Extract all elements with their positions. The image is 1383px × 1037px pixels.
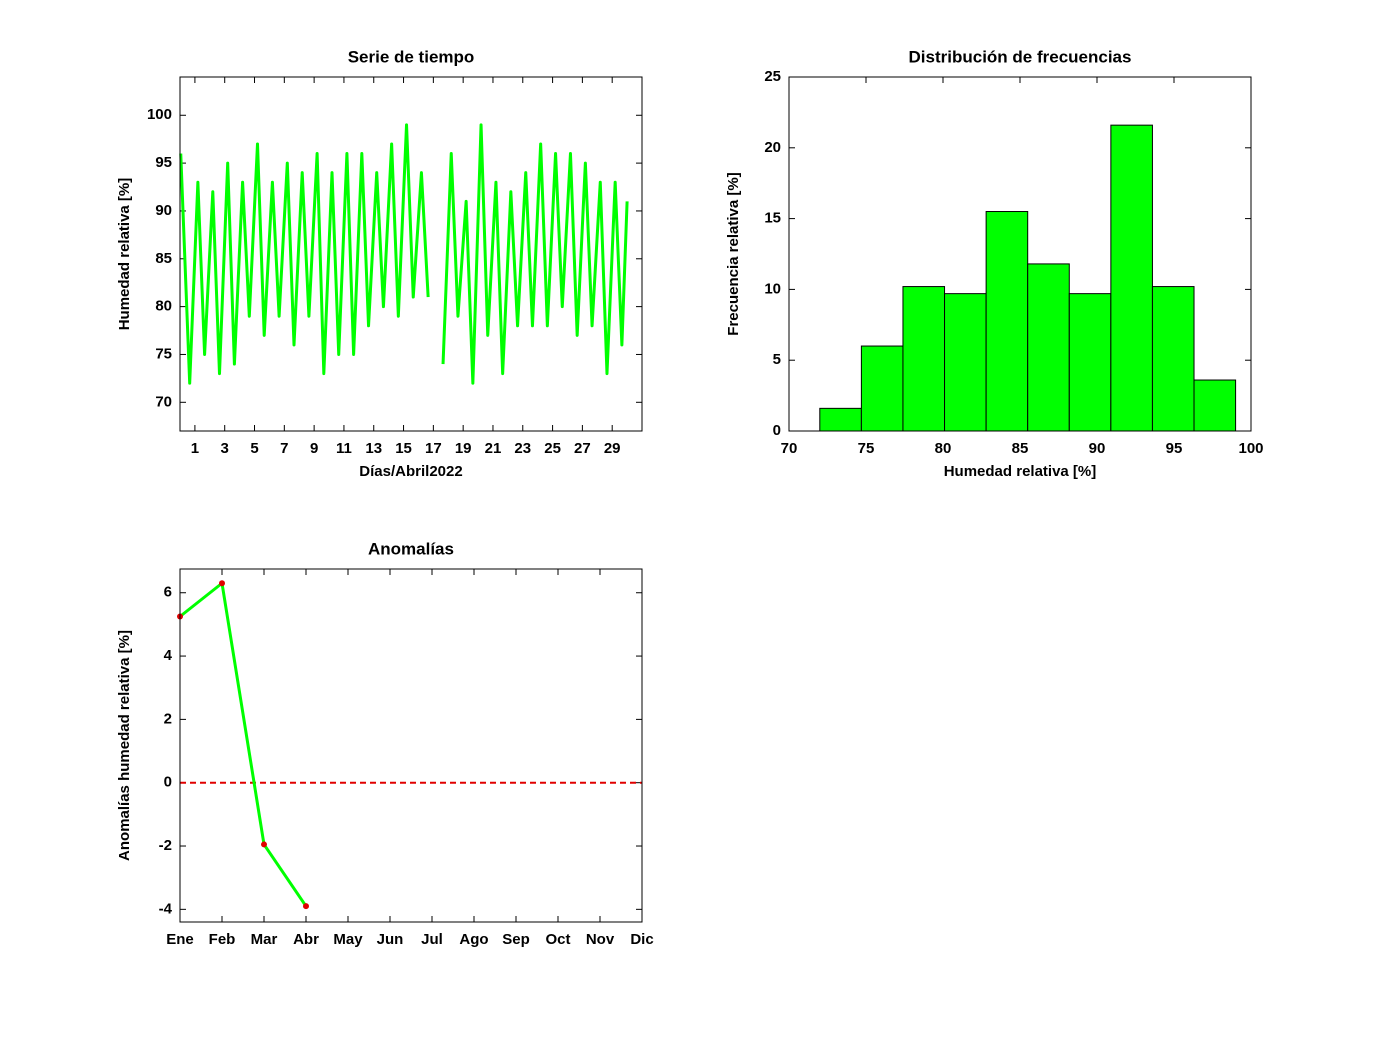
x-tick-label: 13 [365, 440, 382, 457]
x-tick-label: 3 [221, 440, 229, 457]
y-tick-label: 4 [164, 647, 173, 664]
x-tick-label: 70 [781, 440, 798, 457]
y-tick-label: 90 [155, 202, 172, 219]
x-tick-label: Sep [502, 931, 530, 948]
x-tick-label: Feb [209, 931, 236, 948]
histogram-bar [1193, 379, 1237, 432]
x-tick-label: Jul [421, 931, 443, 948]
y-tick-label: -4 [159, 900, 173, 917]
histogram-bar [1151, 286, 1195, 432]
x-axis-label: Humedad relativa [%] [944, 463, 1097, 480]
x-tick-label: 75 [858, 440, 875, 457]
y-tick-label: 0 [773, 422, 781, 439]
histogram-bar [902, 286, 946, 432]
x-tick-label: Ago [459, 931, 488, 948]
histogram-bar [1027, 263, 1070, 432]
histogram-bar [860, 345, 904, 432]
x-tick-label: Abr [293, 931, 319, 948]
x-tick-label: 90 [1089, 440, 1106, 457]
histogram-bar [944, 293, 987, 432]
y-tick-label: 5 [773, 351, 781, 368]
x-tick-label: 17 [425, 440, 442, 457]
y-tick-label: 85 [155, 250, 172, 267]
x-tick-label: 7 [280, 440, 288, 457]
y-tick-label: 15 [764, 210, 781, 227]
x-tick-label: 19 [455, 440, 472, 457]
chart-title: Anomalías [368, 539, 454, 558]
x-tick-label: 100 [1238, 440, 1263, 457]
x-tick-label: Dic [630, 931, 653, 948]
data-marker [219, 580, 225, 587]
x-tick-label: 1 [191, 440, 199, 457]
y-tick-label: 10 [764, 280, 781, 297]
y-tick-label: 75 [155, 345, 172, 362]
x-tick-label: 85 [1012, 440, 1029, 457]
y-tick-label: 95 [155, 154, 172, 171]
x-tick-label: 23 [514, 440, 531, 457]
x-tick-label: 21 [485, 440, 502, 457]
chart-title: Distribución de frecuencias [909, 47, 1132, 66]
x-tick-label: 11 [336, 440, 352, 457]
y-axis-label: Anomalías humedad relativa [%] [116, 630, 133, 861]
x-tick-label: 5 [250, 440, 258, 457]
y-tick-label: 2 [164, 710, 172, 727]
x-tick-label: May [333, 931, 363, 948]
data-marker [261, 841, 267, 848]
y-tick-label: 20 [764, 139, 781, 156]
y-axis-label: Frecuencia relativa [%] [725, 172, 742, 335]
x-tick-label: Ene [166, 931, 194, 948]
plot-frame [788, 76, 1252, 432]
y-tick-label: 0 [164, 774, 172, 791]
data-line [179, 581, 308, 908]
y-tick-label: 100 [147, 106, 172, 123]
y-tick-label: 6 [164, 584, 172, 601]
y-axis-label: Humedad relativa [%] [116, 178, 133, 331]
x-tick-label: 95 [1166, 440, 1183, 457]
x-tick-label: 25 [544, 440, 561, 457]
histogram-bar [819, 407, 862, 432]
data-line [179, 123, 629, 385]
x-tick-label: Oct [545, 931, 570, 948]
y-tick-label: 25 [764, 68, 781, 85]
x-axis-label: Días/Abril2022 [359, 463, 462, 480]
chart-title: Serie de tiempo [348, 47, 475, 66]
x-tick-label: 9 [310, 440, 318, 457]
data-marker [303, 903, 309, 910]
x-tick-label: Mar [251, 931, 278, 948]
y-tick-label: 80 [155, 298, 172, 315]
y-tick-label: 70 [155, 393, 172, 410]
plot-frame [179, 568, 643, 923]
x-tick-label: 27 [574, 440, 591, 457]
histogram-bar [985, 211, 1029, 432]
histogram-bar [1110, 124, 1153, 432]
x-tick-label: Nov [586, 931, 615, 948]
histogram-bar [1068, 293, 1112, 432]
y-tick-label: -2 [159, 837, 172, 854]
x-tick-label: 15 [395, 440, 412, 457]
x-tick-label: 29 [604, 440, 621, 457]
plot-area [180, 569, 642, 922]
x-tick-label: Jun [377, 931, 404, 948]
x-tick-label: 80 [935, 440, 952, 457]
plot-frame [179, 76, 643, 432]
